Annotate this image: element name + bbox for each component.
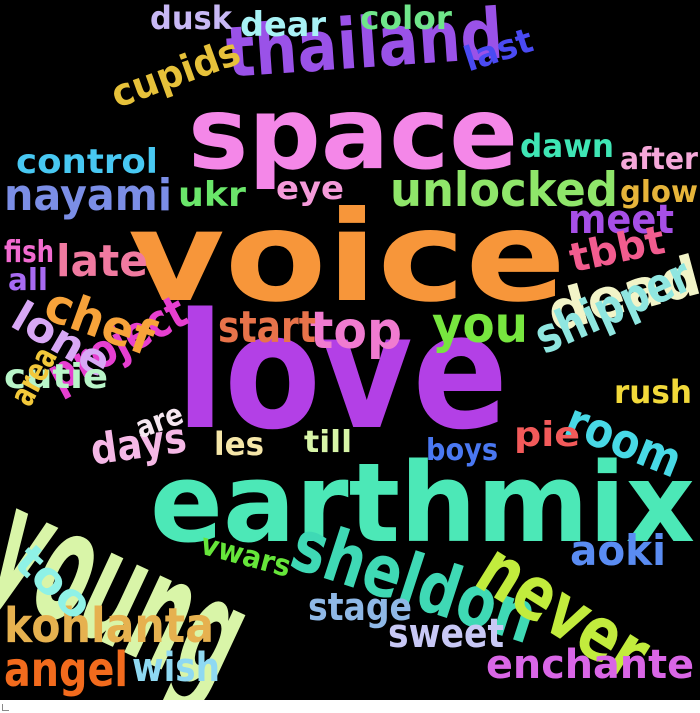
- cloud-word-control: control: [16, 142, 158, 182]
- cloud-word-meet: meet: [568, 197, 674, 243]
- cloud-word-late: late: [56, 236, 148, 287]
- cloud-word-glow: glow: [620, 175, 698, 210]
- cloud-word-color: color: [360, 0, 452, 37]
- cloud-word-all: all: [8, 263, 48, 298]
- cloud-word-you: you: [432, 296, 528, 354]
- cloud-word-kohlanta: kohlanta: [4, 598, 214, 654]
- cloud-word-till: till: [304, 425, 352, 460]
- cloud-word-dusk: dusk: [150, 0, 232, 37]
- cloud-word-pie: pie: [514, 415, 580, 455]
- cloud-word-nayami: nayami: [4, 170, 172, 221]
- cloud-word-top: top: [310, 301, 402, 361]
- cloud-word-rush: rush: [614, 373, 692, 411]
- cloud-word-wish: wish: [132, 645, 220, 691]
- cloud-word-angel: angel: [4, 642, 128, 698]
- cloud-word-stage: stage: [308, 585, 412, 629]
- cloud-word-aoki: aoki: [570, 526, 666, 575]
- cloud-word-dear: dear: [240, 5, 326, 45]
- cloud-word-boys: boys: [426, 433, 498, 468]
- cloud-word-sweet: sweet: [388, 611, 504, 657]
- cloud-word-earthmix: earthmix: [150, 439, 695, 567]
- cloud-word-space: space: [188, 75, 518, 192]
- bottom-strip: [0, 700, 700, 713]
- cloud-word-enchante: enchante: [486, 642, 694, 688]
- cloud-word-after: after: [620, 142, 698, 177]
- cloud-word-les: les: [214, 425, 264, 463]
- cloud-word-eye: eye: [276, 169, 344, 207]
- cloud-word-cutie: cutie: [4, 357, 108, 397]
- cloud-word-area: area: [2, 340, 66, 413]
- cloud-word-ukr: ukr: [178, 175, 246, 215]
- cloud-word-voice: voice: [128, 185, 566, 330]
- cloud-word-start: start: [218, 302, 316, 353]
- cloud-word-unlocked: unlocked: [390, 163, 618, 218]
- cloud-word-dawn: dawn: [520, 127, 614, 165]
- cloud-word-fish: fish: [4, 235, 54, 270]
- corner-mark-icon: [2, 704, 9, 711]
- cloud-word-love: love: [176, 278, 508, 465]
